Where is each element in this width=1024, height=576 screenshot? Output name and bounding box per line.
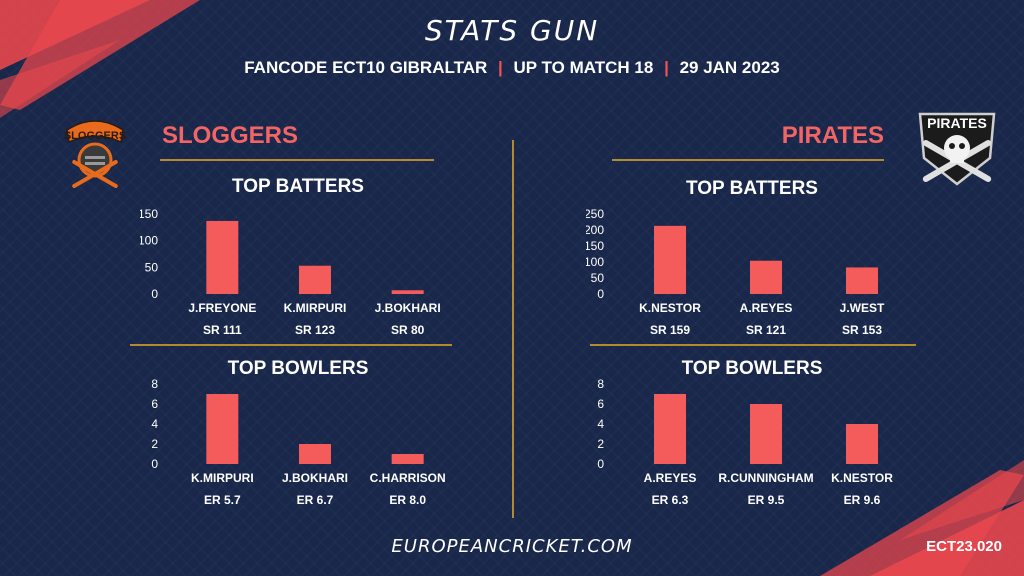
- category-label: J.FREYONE: [188, 301, 256, 315]
- team-name-sloggers: SLOGGERS: [162, 122, 299, 149]
- category-label: K.NESTOR: [639, 301, 701, 315]
- bar: [206, 220, 239, 294]
- center-divider: [512, 140, 514, 518]
- page-subtitle: FANCODE ECT10 GIBRALTAR | UP TO MATCH 18…: [0, 58, 1024, 78]
- category-label: C.HARRISON: [370, 471, 446, 485]
- category-label: A.REYES: [740, 301, 793, 315]
- bar: [206, 394, 239, 464]
- category-label: J.BOKHARI: [375, 301, 441, 315]
- stat-label: SR 159: [650, 323, 690, 337]
- bar: [391, 290, 424, 294]
- y-tick-label: 2: [151, 437, 158, 451]
- y-tick-label: 0: [151, 287, 158, 301]
- y-tick-label: 4: [151, 417, 158, 431]
- category-label: J.BOKHARI: [282, 471, 348, 485]
- bar: [654, 225, 686, 294]
- y-tick-label: 0: [597, 457, 604, 471]
- svg-text:PIRATES: PIRATES: [927, 115, 987, 131]
- stat-label: SR 153: [842, 323, 882, 337]
- page-title: STATS GUN: [424, 14, 600, 47]
- sloggers-bowlers-chart: 0 2 4 6 8 K.MIRPURI ER 5.7 J.BOKHARI ER 6.7 C.HAR…: [151, 377, 446, 507]
- team-name-pirates: PIRATES: [781, 122, 884, 149]
- stat-label: SR 80: [391, 323, 425, 337]
- date-label: 29 JAN 2023: [679, 58, 780, 77]
- pirates-batters-chart: 0 50 100 150 200 250 K.NESTOR SR 159 A.REYES SR 1…: [586, 207, 885, 337]
- y-tick-label: 6: [151, 397, 158, 411]
- stat-label: ER 9.5: [748, 493, 785, 507]
- divider-pirates-sections: [590, 344, 916, 346]
- section-title-sloggers-batters: TOP BATTERS: [232, 176, 364, 197]
- y-tick-label: 2: [597, 437, 604, 451]
- y-tick-label: 8: [597, 377, 604, 391]
- y-tick-label: 100: [586, 255, 604, 269]
- bar: [846, 424, 878, 464]
- y-tick-label: 100: [140, 234, 158, 248]
- footer-site: EUROPEANCRICKET.COM: [391, 536, 633, 557]
- bar: [750, 260, 782, 294]
- category-label: K.MIRPURI: [191, 471, 254, 485]
- stat-label: ER 6.7: [297, 493, 334, 507]
- svg-text:SLOGGERS: SLOGGERS: [64, 130, 126, 142]
- bar: [299, 265, 331, 294]
- category-label: K.NESTOR: [831, 471, 893, 485]
- y-tick-label: 50: [145, 260, 159, 274]
- category-label: K.MIRPURI: [284, 301, 347, 315]
- stat-label: ER 8.0: [389, 493, 426, 507]
- divider-pirates-header: [612, 159, 884, 161]
- category-label: J.WEST: [840, 301, 885, 315]
- stat-label: SR 123: [295, 323, 335, 337]
- stat-label: ER 5.7: [204, 493, 241, 507]
- bar: [391, 454, 424, 464]
- separator: |: [664, 58, 669, 77]
- stage-label: UP TO MATCH 18: [513, 58, 654, 77]
- section-title-pirates-bowlers: TOP BOWLERS: [681, 358, 823, 379]
- y-tick-label: 6: [597, 397, 604, 411]
- pirates-logo: PIRATES: [918, 112, 996, 186]
- competition-label: FANCODE ECT10 GIBRALTAR: [244, 58, 488, 77]
- stat-label: ER 6.3: [652, 493, 689, 507]
- category-label: R.CUNNINGHAM: [718, 471, 813, 485]
- sloggers-logo: SLOGGERS: [64, 120, 126, 188]
- bar: [846, 267, 878, 294]
- y-tick-label: 200: [586, 223, 604, 237]
- stat-label: ER 9.6: [844, 493, 881, 507]
- stat-label: SR 121: [746, 323, 786, 337]
- y-tick-label: 4: [597, 417, 604, 431]
- divider-sloggers-header: [160, 159, 434, 161]
- bar: [654, 394, 686, 464]
- separator: |: [498, 58, 503, 77]
- y-tick-label: 0: [597, 287, 604, 301]
- footer-code: ECT23.020: [926, 538, 1002, 555]
- bar: [750, 404, 782, 464]
- y-tick-label: 250: [586, 207, 604, 221]
- y-tick-label: 50: [591, 271, 605, 285]
- y-tick-label: 8: [151, 377, 158, 391]
- sloggers-batters-chart: 0 50 100 150 J.FREYONE SR 111 K.MIRPURI SR 123 J…: [140, 207, 441, 337]
- section-title-sloggers-bowlers: TOP BOWLERS: [227, 358, 369, 379]
- section-title-pirates-batters: TOP BATTERS: [686, 178, 818, 199]
- stat-label: SR 111: [203, 323, 242, 337]
- y-tick-label: 0: [151, 457, 158, 471]
- y-tick-label: 150: [586, 239, 604, 253]
- divider-sloggers-sections: [130, 344, 452, 346]
- pirates-bowlers-chart: 0 2 4 6 8 A.REYES ER 6.3 R.CUNNINGHAM ER 9.5 K.NE…: [597, 377, 893, 507]
- y-tick-label: 150: [140, 207, 158, 221]
- category-label: A.REYES: [644, 471, 697, 485]
- bar: [299, 444, 331, 464]
